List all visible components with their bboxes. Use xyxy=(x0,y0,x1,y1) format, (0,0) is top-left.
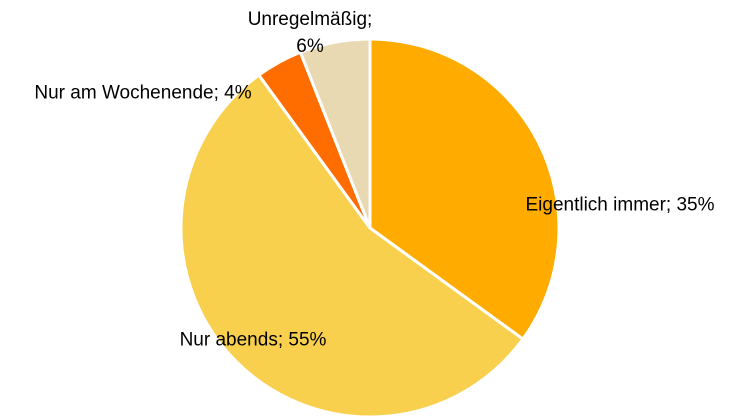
data-label: Nur abends; 55% xyxy=(179,329,327,351)
pie-slice xyxy=(179,73,525,416)
data-label: Unregelmäßig; 6% xyxy=(247,9,373,57)
data-label: Nur am Wochenende; 4% xyxy=(34,82,252,104)
pie-slice xyxy=(298,37,372,230)
pie-slice xyxy=(368,37,561,341)
data-label: Eigentlich immer; 35% xyxy=(525,194,715,216)
